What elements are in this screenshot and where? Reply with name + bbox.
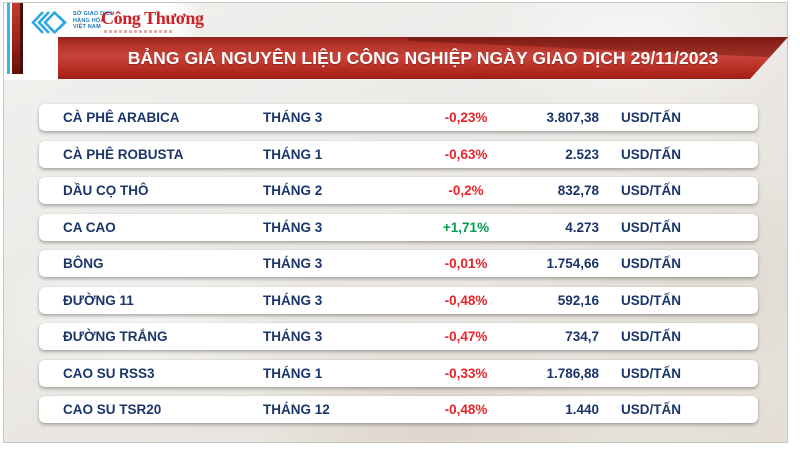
left-accent-dark-stripe (20, 3, 23, 74)
mxv-name-line2: HÀNG HÓA (73, 17, 105, 24)
commodity-name-cell: CA CAO (63, 219, 116, 235)
left-accent-cyan-stripe (7, 3, 10, 74)
unit-cell: USD/TẤN (621, 146, 681, 162)
percent-change-cell: -0,23% (444, 110, 488, 125)
percent-change-cell: -0,01% (444, 256, 488, 271)
percent-change-cell: -0,48% (444, 292, 488, 308)
commodity-name-cell: CAO SU TSR20 (63, 402, 162, 417)
commodity-name-cell: ĐƯỜNG 11 (63, 292, 134, 308)
price-cell: 2.523 (565, 146, 599, 162)
contract-month-cell: THÁNG 3 (263, 292, 323, 308)
commodity-name-cell: CAO SU RSS3 (63, 365, 155, 381)
table-row: ĐƯỜNG TRẮNG THÁNG 3 -0,47% 734,7 USD/TẤN (39, 323, 758, 350)
price-cell: 4.273 (565, 219, 599, 235)
commodity-name-cell: CÀ PHÊ ROBUSTA (63, 146, 184, 162)
commodity-name-cell: CÀ PHÊ ARABICA (63, 110, 180, 125)
mxv-exchange-logo-icon (31, 11, 67, 34)
contract-month-cell: THÁNG 12 (263, 402, 330, 417)
unit-cell: USD/TẤN (621, 256, 681, 271)
table-row: CÀ PHÊ ROBUSTA THÁNG 1 -0,63% 2.523 USD/TẤN (39, 140, 758, 168)
commodity-name-cell: BÔNG (63, 256, 104, 271)
price-board-card: SỞ GIAO DỊCH HÀNG HÓA VIỆT NAM Công Thươ… (3, 2, 788, 443)
contract-month-cell: THÁNG 2 (263, 183, 323, 198)
price-cell: 592,16 (557, 292, 599, 308)
percent-change-cell: +1,71% (442, 219, 490, 235)
price-cell: 3.807,38 (546, 110, 599, 125)
price-cell: 1.786,88 (546, 365, 599, 381)
table-row: CAO SU TSR20 THÁNG 12 -0,48% 1.440 USD/TẤN (39, 396, 758, 423)
table-row: CAO SU RSS3 THÁNG 1 -0,33% 1.786,88 USD/TẤN (39, 359, 758, 387)
contract-month-cell: THÁNG 3 (263, 256, 323, 271)
contract-month-cell: THÁNG 1 (263, 365, 323, 381)
price-cell: 1.754,66 (546, 256, 599, 271)
title-banner: BẢNG GIÁ NGUYÊN LIỆU CÔNG NGHIỆP NGÀY GI… (58, 37, 788, 79)
price-cell: 832,78 (557, 183, 599, 198)
contract-month-cell: THÁNG 1 (263, 146, 323, 162)
percent-change-cell: -0,63% (444, 146, 488, 162)
table-row: BÔNG THÁNG 3 -0,01% 1.754,66 USD/TẤN (39, 250, 758, 277)
unit-cell: USD/TẤN (621, 110, 681, 125)
congthuong-logo: Công Thương (101, 8, 204, 28)
commodity-name-cell: ĐƯỜNG TRẮNG (63, 329, 168, 344)
commodity-name-cell: DẦU CỌ THÔ (63, 183, 149, 198)
header-white-strip (4, 3, 200, 40)
mxv-name-line1: SỞ GIAO DỊCH (73, 11, 115, 17)
mxv-name-line3: VIỆT NAM (73, 24, 101, 30)
percent-change-cell: -0,47% (444, 329, 488, 344)
unit-cell: USD/TẤN (621, 365, 681, 381)
left-accent-red-stripe (12, 3, 20, 74)
page-title: BẢNG GIÁ NGUYÊN LIỆU CÔNG NGHIỆP NGÀY GI… (127, 47, 719, 68)
table-row: ĐƯỜNG 11 THÁNG 3 -0,48% 592,16 USD/TẤN (39, 286, 758, 314)
mxv-exchange-name: SỞ GIAO DỊCH HÀNG HÓA VIỆT NAM (73, 11, 114, 31)
contract-month-cell: THÁNG 3 (263, 110, 323, 125)
table-row: DẦU CỌ THÔ THÁNG 2 -0,2% 832,78 USD/TẤN (39, 177, 758, 204)
contract-month-cell: THÁNG 3 (263, 219, 323, 235)
contract-month-cell: THÁNG 3 (263, 329, 323, 344)
percent-change-cell: -0,33% (444, 365, 488, 381)
unit-cell: USD/TẤN (621, 329, 681, 344)
table-row: CÀ PHÊ ARABICA THÁNG 3 -0,23% 3.807,38 USD/T… (39, 104, 758, 131)
table-row: CA CAO THÁNG 3 +1,71% 4.273 USD/TẤN (39, 213, 758, 241)
unit-cell: USD/TẤN (621, 292, 681, 308)
unit-cell: USD/TẤN (621, 219, 681, 235)
percent-change-cell: -0,48% (444, 402, 488, 417)
price-cell: 1.440 (565, 402, 599, 417)
price-table: CÀ PHÊ ARABICA THÁNG 3 -0,23% 3.807,38 USD/T… (39, 104, 758, 433)
congthuong-tagline-strip (104, 30, 172, 33)
price-cell: 734,7 (565, 329, 599, 344)
unit-cell: USD/TẤN (621, 183, 681, 198)
unit-cell: USD/TẤN (621, 402, 681, 417)
percent-change-cell: -0,2% (448, 183, 484, 198)
